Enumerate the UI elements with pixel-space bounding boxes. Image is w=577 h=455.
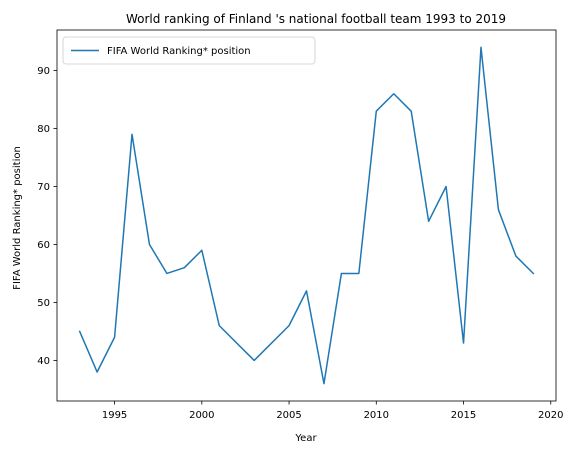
x-tick-label: 2010 [364, 410, 389, 421]
y-tick-label: 40 [37, 356, 50, 367]
axes-frame [56, 29, 557, 402]
y-axis-label: FIFA World Ranking* position [12, 146, 23, 290]
y-tick-label: 60 [37, 240, 50, 251]
x-tick-label: 2020 [538, 410, 563, 421]
x-tick-label: 1995 [102, 410, 127, 421]
x-tick-label: 2015 [451, 410, 476, 421]
chart-title: World ranking of Finland 's national foo… [126, 12, 506, 26]
y-tick-label: 90 [37, 66, 50, 77]
plot-area: 1995 2000 2005 2010 2015 2020 40 50 60 70 80 90 FIFA… [37, 29, 563, 421]
y-tick-label: 80 [37, 124, 50, 135]
legend-label: FIFA World Ranking* position [107, 46, 251, 57]
y-tick-label: 70 [37, 182, 50, 193]
x-tick-label: 2005 [276, 410, 301, 421]
x-tick-label: 2000 [189, 410, 214, 421]
legend-box [62, 36, 316, 65]
x-axis-label: Year [294, 433, 317, 444]
y-tick-label: 50 [37, 298, 50, 309]
series-line-0 [78, 46, 535, 385]
